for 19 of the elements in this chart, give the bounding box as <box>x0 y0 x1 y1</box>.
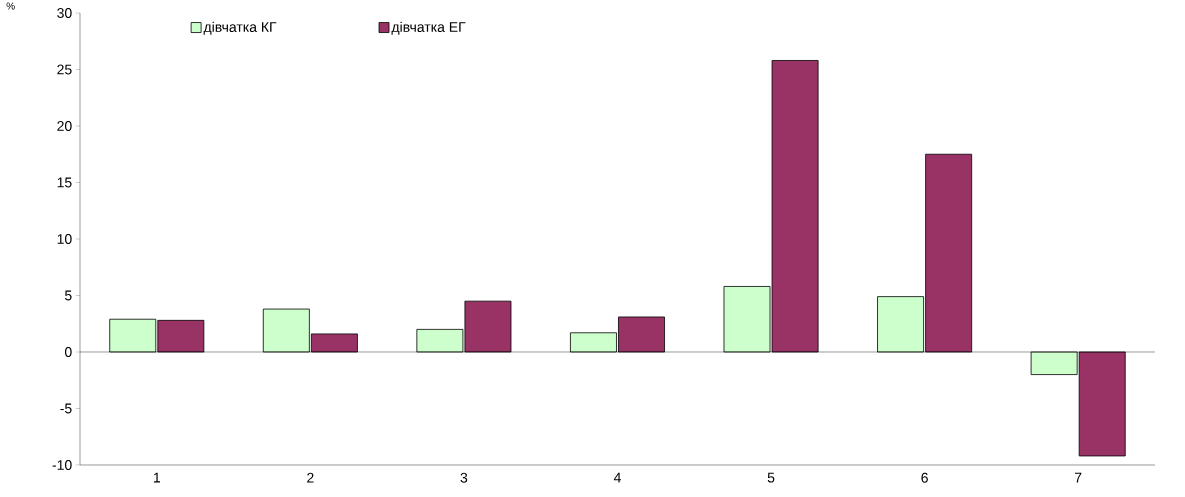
y-tick-label: -10 <box>52 460 72 470</box>
y-tick-label: -5 <box>60 403 72 414</box>
x-tick-label: 3 <box>460 472 468 483</box>
x-tick-label: 1 <box>153 472 161 483</box>
x-tick-label: 6 <box>921 472 928 483</box>
y-tick-label: 0 <box>64 347 72 357</box>
y-tick-label: 15 <box>57 177 72 188</box>
x-tick-label: 7 <box>1075 472 1082 483</box>
legend-label: дівчатка ЕГ <box>391 21 466 35</box>
y-tick-label: 10 <box>57 234 72 244</box>
x-tick-label: 5 <box>767 472 775 483</box>
y-tick-label: 5 <box>64 290 72 301</box>
y-tick-label: 25 <box>57 64 72 75</box>
y-tick-label: 20 <box>57 121 72 131</box>
y-axis-title: % <box>6 2 15 10</box>
legend-label: дівчатка КГ <box>203 21 277 35</box>
x-tick-label: 4 <box>613 472 621 483</box>
y-tick-label: 30 <box>57 8 72 18</box>
x-tick-label: 2 <box>307 472 314 483</box>
